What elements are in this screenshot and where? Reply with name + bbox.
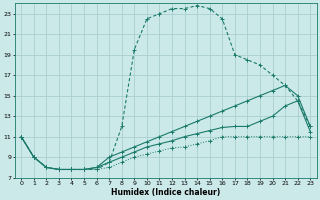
X-axis label: Humidex (Indice chaleur): Humidex (Indice chaleur) [111,188,220,197]
